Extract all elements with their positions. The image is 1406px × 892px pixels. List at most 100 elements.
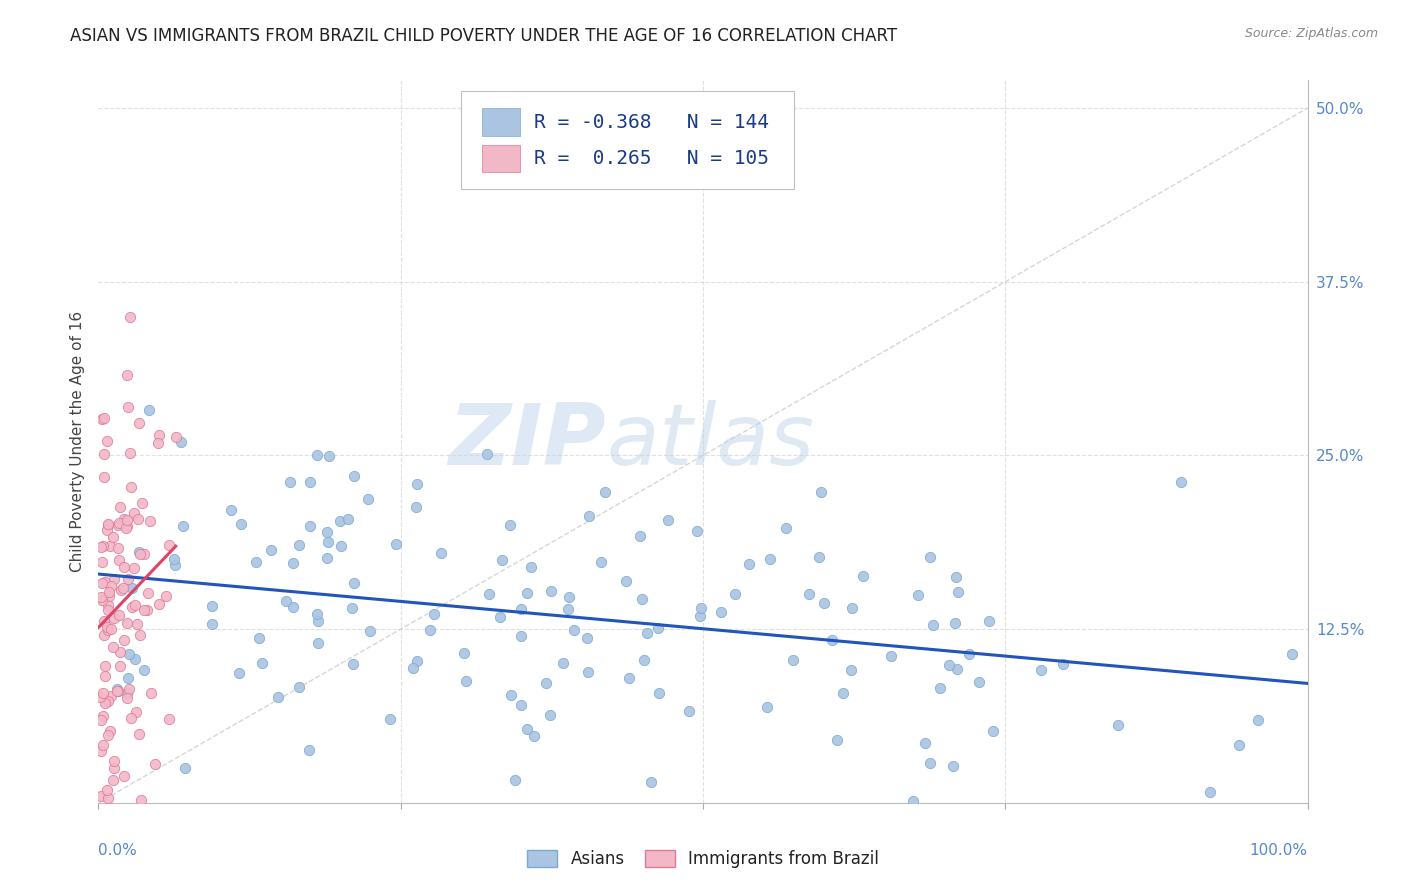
Point (278, 475, 301, 489)
Point (307, 614, 329, 628)
Point (710, 605, 733, 619)
Point (551, 656, 574, 670)
Point (122, 506, 145, 520)
FancyBboxPatch shape (482, 145, 520, 172)
Point (107, 541, 129, 555)
Text: ZIP: ZIP (449, 400, 606, 483)
Point (229, 516, 252, 531)
Text: 0.0%: 0.0% (98, 843, 138, 857)
Point (143, 756, 166, 771)
Point (1227, 739, 1250, 753)
Point (201, 617, 224, 632)
Point (797, 587, 820, 601)
Point (96, 434, 118, 448)
Point (148, 427, 170, 442)
Point (115, 519, 138, 533)
Point (96, 791, 118, 805)
Point (825, 732, 848, 747)
Point (118, 446, 141, 460)
Point (1247, 713, 1270, 727)
Point (111, 581, 134, 595)
Point (108, 500, 131, 515)
Point (316, 535, 339, 549)
Point (112, 559, 135, 574)
Point (121, 479, 143, 493)
Point (1170, 475, 1192, 490)
Point (1198, 785, 1220, 799)
Point (558, 590, 581, 604)
Point (101, 773, 124, 788)
Point (657, 513, 679, 527)
Point (148, 597, 170, 611)
Point (503, 772, 526, 787)
Point (343, 469, 366, 483)
Point (108, 516, 131, 531)
Point (1052, 657, 1074, 672)
Point (299, 475, 322, 489)
Point (499, 518, 522, 533)
Point (281, 599, 304, 614)
Point (593, 484, 616, 499)
Point (96, 619, 118, 633)
Point (724, 587, 747, 601)
Point (120, 310, 142, 324)
Point (117, 691, 139, 706)
Point (134, 603, 156, 617)
Point (90, 593, 112, 607)
Point (98, 589, 121, 603)
Point (359, 624, 381, 639)
Point (406, 654, 429, 668)
Text: ASIAN VS IMMIGRANTS FROM BRAZIL CHILD POVERTY UNDER THE AGE OF 16 CORRELATION CH: ASIAN VS IMMIGRANTS FROM BRAZIL CHILD PO… (70, 27, 897, 45)
Point (219, 502, 242, 516)
Point (90, 744, 112, 758)
Point (342, 576, 364, 591)
Point (115, 521, 138, 535)
Point (499, 689, 522, 703)
Point (131, 793, 153, 807)
Point (510, 629, 533, 643)
Point (139, 686, 162, 700)
Point (89, 690, 111, 705)
Point (173, 760, 195, 774)
Point (516, 585, 538, 599)
Point (942, 759, 965, 773)
Text: R =  0.265   N = 105: R = 0.265 N = 105 (534, 149, 769, 168)
Point (101, 640, 124, 654)
Point (329, 514, 352, 528)
FancyBboxPatch shape (461, 91, 793, 189)
Point (249, 631, 271, 645)
Point (841, 600, 863, 615)
Point (129, 628, 152, 642)
Point (252, 656, 274, 670)
FancyBboxPatch shape (482, 109, 520, 136)
Point (115, 513, 138, 527)
Point (157, 712, 180, 726)
Point (315, 525, 337, 540)
Point (93, 738, 115, 752)
Point (756, 700, 779, 714)
Point (538, 707, 561, 722)
Point (918, 549, 941, 564)
Point (91, 686, 114, 700)
Point (112, 769, 135, 783)
Point (96, 783, 118, 797)
Point (124, 652, 146, 666)
Point (318, 450, 340, 464)
Point (94, 696, 117, 710)
Point (918, 756, 941, 770)
Point (807, 550, 830, 565)
Point (90, 789, 112, 803)
Point (170, 435, 193, 450)
Text: 100.0%: 100.0% (1250, 843, 1308, 857)
Point (163, 558, 186, 573)
Point (422, 607, 444, 621)
Point (105, 683, 128, 698)
Point (90, 591, 112, 605)
Point (115, 686, 138, 700)
Point (103, 611, 125, 625)
Point (228, 666, 250, 681)
Point (406, 477, 429, 491)
Point (93, 628, 115, 642)
Point (90, 713, 112, 727)
Point (121, 599, 143, 614)
